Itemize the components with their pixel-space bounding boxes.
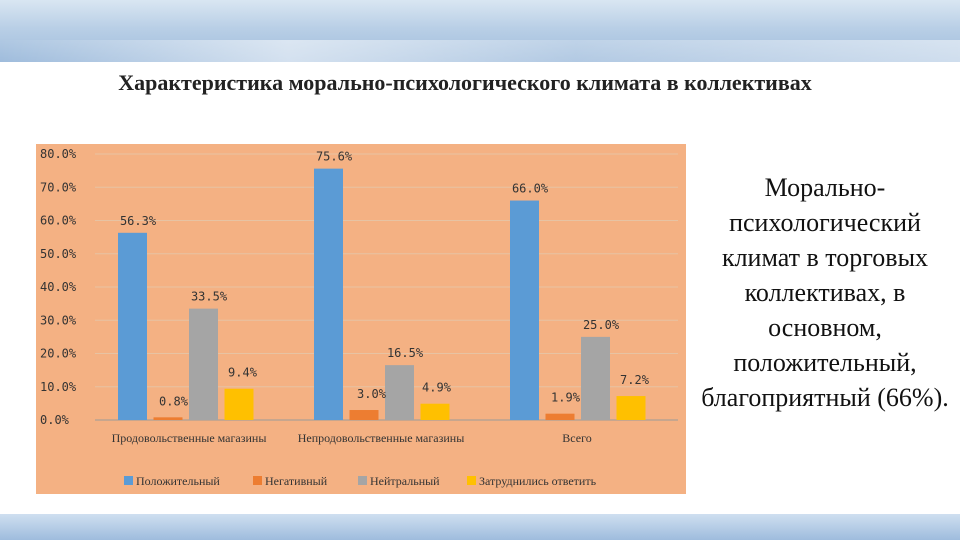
side-text: Морально-психологический климат в торгов… (701, 173, 949, 412)
chart-bars (118, 168, 646, 420)
bar (153, 417, 183, 420)
header-stripe (0, 40, 960, 64)
legend-label: Нейтральный (370, 474, 440, 488)
y-tick-label: 30.0% (40, 313, 77, 327)
category-label: Продовольственные магазины (112, 431, 267, 445)
bar (510, 200, 539, 420)
legend-label: Положительный (136, 474, 220, 488)
legend-swatch (253, 476, 262, 485)
data-labels: 56.3% 75.6% 66.0% 0.8% 3.0% 1.9% 33.5% 16.5% 25.… (120, 150, 650, 409)
y-tick-label: 50.0% (40, 247, 77, 261)
bar (189, 308, 218, 420)
bar-value-label: 3.0% (357, 387, 387, 401)
legend-label: Затруднились ответить (479, 474, 597, 488)
bar (581, 336, 610, 420)
y-tick-label: 0.0% (40, 413, 70, 427)
category-label: Непродовольственные магазины (298, 431, 465, 445)
bar-value-label: 4.9% (422, 381, 452, 395)
bar-value-label: 33.5% (191, 290, 228, 304)
bar (385, 365, 414, 420)
footer-bar (0, 514, 960, 540)
bar-value-label: 56.3% (120, 214, 157, 228)
category-label: Всего (562, 431, 591, 445)
bar (349, 410, 379, 420)
bar-value-label: 9.4% (228, 366, 258, 380)
y-tick-label: 70.0% (40, 180, 77, 194)
y-tick-label: 40.0% (40, 280, 77, 294)
bar-value-label: 1.9% (551, 391, 581, 405)
bar-value-label: 25.0% (583, 318, 620, 332)
bar-value-label: 0.8% (159, 394, 189, 408)
bar (420, 403, 450, 420)
legend-label: Негативный (265, 474, 328, 488)
bar (118, 232, 147, 420)
bar (616, 396, 646, 420)
legend-swatch (358, 476, 367, 485)
bar (545, 413, 575, 420)
bar (224, 388, 254, 420)
bar-value-label: 16.5% (387, 346, 424, 360)
y-tick-label: 10.0% (40, 380, 77, 394)
y-tick-label: 60.0% (40, 214, 77, 228)
x-axis-categories: Продовольственные магазины Непродовольств… (112, 431, 592, 445)
legend-swatch (124, 476, 133, 485)
y-tick-label: 80.0% (40, 147, 77, 161)
bar (314, 168, 343, 420)
legend-swatch (467, 476, 476, 485)
y-axis-ticks: 0.0% 10.0% 20.0% 30.0% 40.0% 50.0% 60.0% 70.0% 8… (40, 147, 77, 427)
y-tick-label: 20.0% (40, 347, 77, 361)
slide-title: Характеристика морально-психологического… (118, 70, 812, 95)
bar-value-label: 66.0% (512, 182, 549, 196)
bar-value-label: 75.6% (316, 150, 353, 164)
chart-legend: Положительный Негативный Нейтральный Затруд… (124, 474, 597, 488)
bar-value-label: 7.2% (620, 373, 650, 387)
